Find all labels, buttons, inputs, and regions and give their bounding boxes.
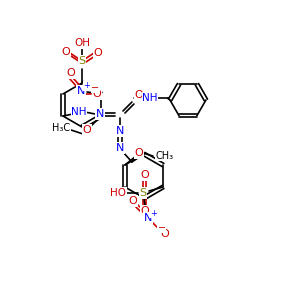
Text: H₃C: H₃C: [52, 123, 70, 133]
Text: CH₃: CH₃: [156, 151, 174, 161]
Text: O: O: [61, 47, 70, 57]
Text: O: O: [160, 229, 169, 239]
Text: N: N: [116, 126, 124, 136]
Text: NH: NH: [142, 93, 158, 103]
Text: +: +: [84, 82, 91, 91]
Text: N: N: [116, 143, 124, 153]
Text: O: O: [135, 90, 143, 100]
Text: O: O: [141, 170, 149, 180]
Text: S: S: [140, 188, 147, 198]
Text: N: N: [77, 86, 85, 96]
Text: −: −: [91, 83, 99, 93]
Text: O: O: [129, 196, 137, 206]
Text: O: O: [141, 206, 149, 216]
Text: O: O: [83, 125, 92, 135]
Text: OH: OH: [74, 38, 90, 48]
Text: O: O: [94, 48, 102, 58]
Text: −: −: [158, 223, 166, 233]
Text: O: O: [67, 68, 75, 78]
Text: S: S: [78, 56, 85, 66]
Text: N: N: [96, 109, 104, 119]
Text: O: O: [134, 148, 143, 158]
Text: O: O: [93, 89, 101, 99]
Text: N: N: [144, 213, 152, 223]
Text: NH: NH: [71, 107, 87, 117]
Text: +: +: [151, 208, 158, 217]
Text: HO: HO: [110, 188, 126, 198]
